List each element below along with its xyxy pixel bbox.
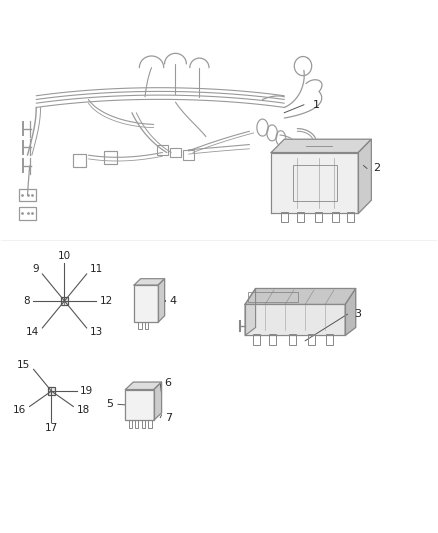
Polygon shape bbox=[245, 288, 255, 335]
Text: 9: 9 bbox=[32, 264, 39, 274]
Bar bbox=[315, 213, 322, 222]
Polygon shape bbox=[154, 382, 162, 420]
Text: 11: 11 bbox=[90, 264, 103, 274]
Text: 15: 15 bbox=[17, 360, 30, 370]
Text: 13: 13 bbox=[90, 327, 103, 337]
Text: 14: 14 bbox=[25, 327, 39, 337]
Text: 19: 19 bbox=[80, 386, 93, 396]
Text: 1: 1 bbox=[313, 100, 320, 110]
Bar bbox=[60, 297, 68, 305]
Bar bbox=[157, 145, 168, 155]
Polygon shape bbox=[134, 285, 158, 322]
Bar bbox=[134, 285, 158, 322]
Polygon shape bbox=[125, 382, 162, 390]
Bar bbox=[138, 321, 142, 328]
Bar bbox=[142, 419, 145, 428]
Bar bbox=[125, 390, 154, 420]
Bar bbox=[145, 321, 148, 328]
Text: 4: 4 bbox=[169, 296, 176, 306]
Polygon shape bbox=[134, 279, 165, 285]
Bar bbox=[248, 293, 298, 302]
Text: 12: 12 bbox=[99, 296, 113, 306]
Text: 5: 5 bbox=[107, 399, 114, 409]
Polygon shape bbox=[345, 288, 356, 335]
Text: 8: 8 bbox=[23, 296, 30, 306]
Polygon shape bbox=[60, 297, 68, 305]
Polygon shape bbox=[245, 304, 345, 335]
Bar bbox=[325, 334, 332, 345]
Polygon shape bbox=[47, 387, 55, 395]
Text: 7: 7 bbox=[165, 413, 172, 423]
Bar bbox=[19, 189, 36, 201]
Bar bbox=[289, 334, 296, 345]
Bar bbox=[253, 334, 260, 345]
Polygon shape bbox=[158, 279, 165, 322]
Text: 2: 2 bbox=[374, 164, 381, 173]
Text: 10: 10 bbox=[58, 252, 71, 261]
Bar bbox=[129, 419, 132, 428]
Text: 3: 3 bbox=[354, 309, 361, 319]
Bar bbox=[47, 387, 55, 395]
Bar bbox=[148, 419, 152, 428]
Polygon shape bbox=[358, 139, 371, 214]
Bar bbox=[184, 150, 194, 160]
Polygon shape bbox=[125, 390, 154, 420]
Polygon shape bbox=[245, 288, 356, 304]
Text: 18: 18 bbox=[77, 405, 90, 415]
Text: 6: 6 bbox=[165, 378, 172, 388]
Bar bbox=[19, 207, 36, 220]
Bar bbox=[269, 334, 276, 345]
Polygon shape bbox=[271, 152, 358, 214]
Text: 17: 17 bbox=[45, 423, 58, 433]
Bar bbox=[73, 154, 86, 167]
Text: 16: 16 bbox=[13, 405, 26, 415]
Bar bbox=[135, 419, 138, 428]
Bar bbox=[347, 213, 354, 222]
Bar bbox=[104, 151, 117, 164]
Bar bbox=[332, 213, 339, 222]
Bar bbox=[308, 334, 315, 345]
Bar bbox=[293, 165, 336, 201]
Polygon shape bbox=[271, 139, 371, 152]
Bar bbox=[281, 213, 288, 222]
Bar bbox=[170, 148, 181, 157]
Bar bbox=[297, 213, 304, 222]
